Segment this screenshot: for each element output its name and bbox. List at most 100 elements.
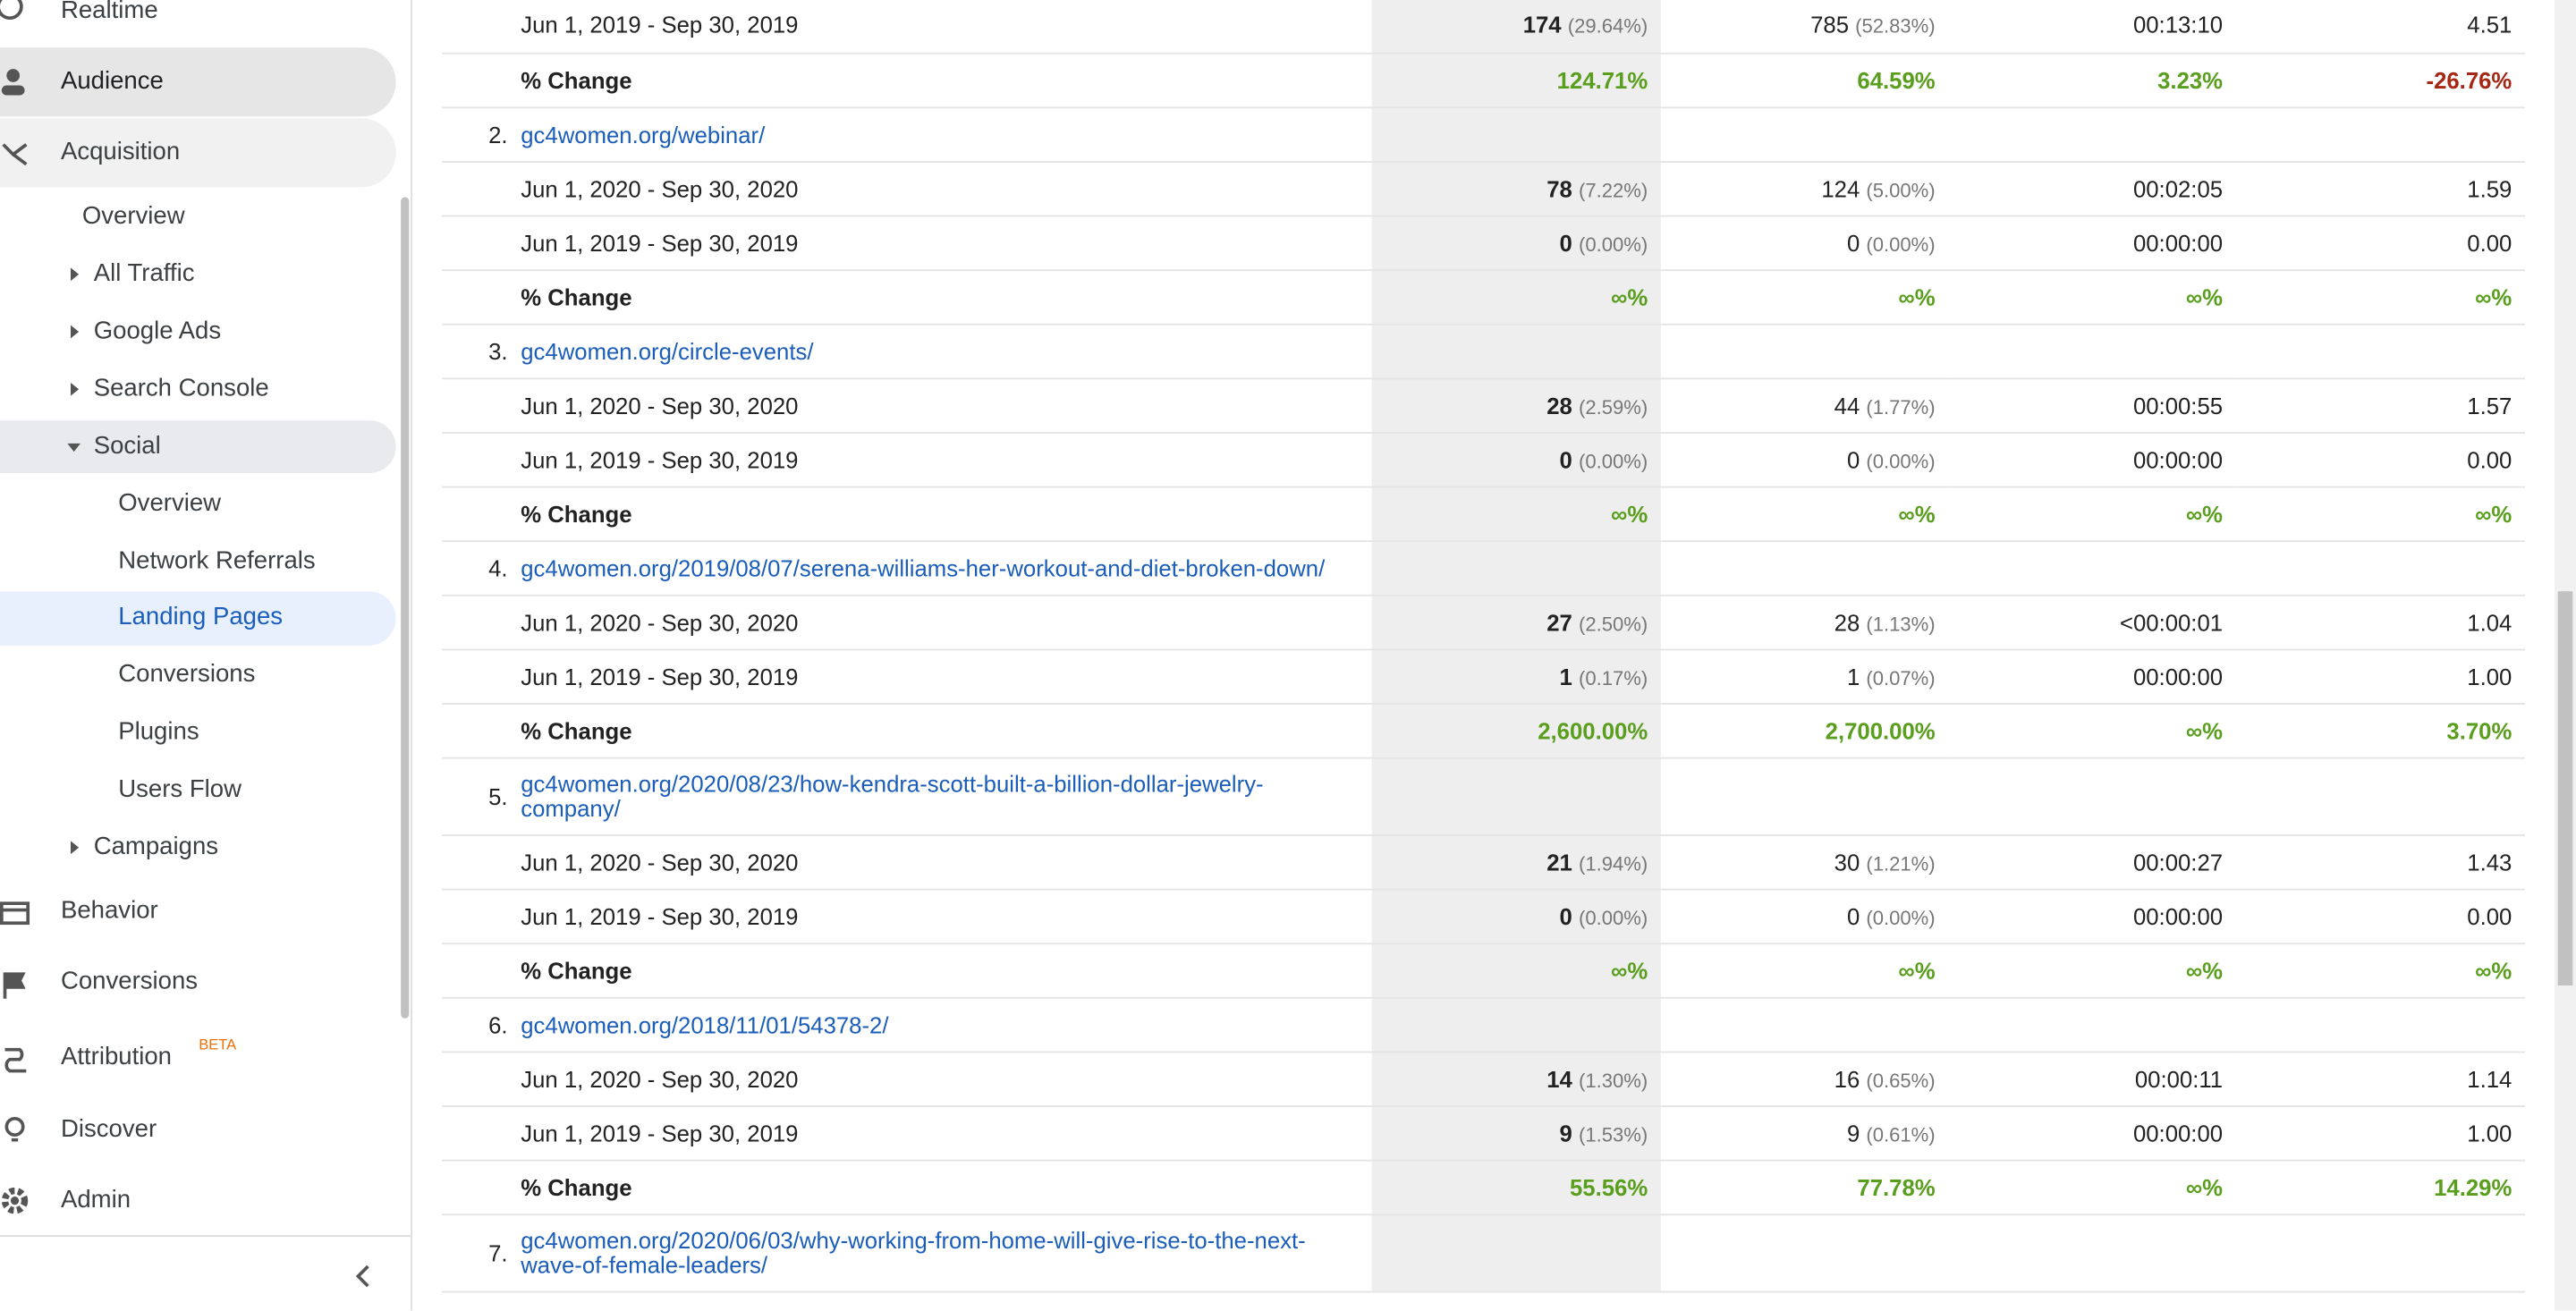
metric-cell: 1.00 <box>2235 648 2526 705</box>
change-value: 64.59% <box>1857 66 1936 93</box>
cell <box>1660 540 1949 596</box>
metric-cell: 0.00 <box>2235 215 2526 271</box>
cell <box>2235 757 2526 835</box>
metric-percent: (0.17%) <box>1579 665 1648 689</box>
metric-value: 1.00 <box>2467 1119 2512 1146</box>
table-row: Jun 1, 2019 - Sep 30, 2019 0 (0.00%) 0 (0.… <box>442 432 2526 487</box>
collapse-button[interactable] <box>352 1263 375 1289</box>
table-row: % Change ∞% ∞% ∞% ∞% <box>442 486 2526 542</box>
expand-arrow <box>70 325 80 339</box>
change-value: ∞% <box>2185 283 2224 310</box>
landing-page-link[interactable]: gc4women.org/webinar/ <box>507 106 1372 162</box>
metric-value: 174 <box>1522 12 1562 38</box>
nav-item[interactable]: Search Console <box>93 374 269 402</box>
icon <box>3 972 26 999</box>
landing-page-link[interactable]: gc4women.org/circle-events/ <box>507 323 1372 379</box>
cell <box>1371 757 1661 835</box>
nav-item[interactable]: All Traffic <box>93 259 195 288</box>
metric-percent: (0.00%) <box>1866 905 1936 929</box>
metric-cell: 44 (1.77%) <box>1660 377 1949 433</box>
nav-item[interactable]: Conversions <box>60 967 199 996</box>
metric-percent: (29.64%) <box>1567 14 1648 38</box>
nav-item[interactable]: Social <box>93 432 161 461</box>
landing-page-link[interactable]: gc4women.org/2018/11/01/54378-2/ <box>507 996 1372 1053</box>
metric-value: 28 <box>1834 608 1860 635</box>
nav-item[interactable]: Overview <box>118 489 222 518</box>
period-label: Jun 1, 2020 - Sep 30, 2020 <box>507 160 1372 216</box>
nav-item[interactable]: Google Ads <box>93 317 222 345</box>
nav-item[interactable]: Plugins <box>118 717 199 746</box>
cell <box>442 1159 508 1215</box>
nav-item[interactable]: Attribution <box>60 1043 173 1071</box>
cell <box>442 215 508 271</box>
metric-cell: 1.00 <box>2235 1105 2526 1161</box>
nav-item[interactable]: Audience <box>60 67 164 96</box>
nav-item[interactable]: Admin <box>60 1186 131 1214</box>
cell <box>1660 323 1949 379</box>
change-value: 14.29% <box>2434 1173 2512 1200</box>
metric-cell: 0 (0.00%) <box>1371 888 1661 944</box>
cell <box>442 269 508 325</box>
scrollbar <box>401 197 410 1019</box>
change-cell: ∞% <box>1371 269 1661 325</box>
table-row: 5. gc4women.org/2020/08/23/how-kendra-sco… <box>442 757 2526 835</box>
nav-item[interactable]: Conversions <box>118 660 256 689</box>
metric-value: <00:00:01 <box>2119 608 2224 635</box>
metric-cell: 0.00 <box>2235 888 2526 944</box>
metric-percent: (5.00%) <box>1866 178 1936 201</box>
nav-item[interactable]: Network Referrals <box>118 546 316 575</box>
landing-page-link[interactable]: gc4women.org/2020/06/03/why-working-from… <box>507 1214 1372 1292</box>
metric-cell: 0 (0.00%) <box>1371 215 1661 271</box>
change-cell: ∞% <box>1948 486 2236 542</box>
change-value: -26.76% <box>2426 66 2512 93</box>
nav-item[interactable]: Users Flow <box>118 774 242 804</box>
cell <box>1948 106 2236 162</box>
metric-percent: (1.77%) <box>1866 394 1936 419</box>
page-scrollbar <box>2555 0 2576 1311</box>
nav-item[interactable]: Landing Pages <box>118 603 284 631</box>
change-label: % Change <box>507 486 1372 542</box>
metric-value: 785 <box>1810 12 1850 38</box>
nav-item[interactable]: Campaigns <box>93 833 219 861</box>
landing-page-link[interactable]: gc4women.org/2020/08/23/how-kendra-scott… <box>507 757 1372 835</box>
metric-cell: 1.57 <box>2235 377 2526 433</box>
cell <box>2235 996 2526 1053</box>
metric-cell: 1 (0.07%) <box>1660 648 1949 705</box>
table-row: % Change 2,600.00% 2,700.00% ∞% 3.70% <box>442 703 2526 758</box>
metric-value: 00:00:00 <box>2132 663 2224 689</box>
table-row: Jun 1, 2020 - Sep 30, 2020 21 (1.94%) 30 (… <box>442 834 2526 890</box>
metric-percent: (0.00%) <box>1579 449 1648 473</box>
change-cell: 64.59% <box>1660 52 1949 108</box>
metric-cell: <00:00:01 <box>1948 594 2236 650</box>
cell <box>442 432 508 487</box>
table-row: 4. gc4women.org/2019/08/07/serena-william… <box>442 540 2526 596</box>
highlight <box>0 47 396 117</box>
metric-cell: 174 (29.64%) <box>1371 0 1661 54</box>
metric-value: 28 <box>1546 392 1572 419</box>
nav-item[interactable]: Acquisition <box>60 138 181 166</box>
table-row: Jun 1, 2020 - Sep 30, 2020 27 (2.50%) 28 (… <box>442 594 2526 650</box>
metric-cell: 9 (1.53%) <box>1371 1105 1661 1161</box>
table-row: 3. gc4women.org/circle-events/ <box>442 323 2526 379</box>
highlight <box>0 420 396 473</box>
nav-item[interactable]: Behavior <box>60 896 158 926</box>
metric-percent: (0.65%) <box>1866 1068 1936 1092</box>
metric-value: 0 <box>1559 229 1572 256</box>
table-row: Jun 1, 2019 - Sep 30, 2019 9 (1.53%) 9 (0.… <box>442 1105 2526 1161</box>
metric-value: 0.00 <box>2467 445 2512 473</box>
change-value: ∞% <box>2185 716 2224 744</box>
table-row: 6. gc4women.org/2018/11/01/54378-2/ <box>442 996 2526 1053</box>
change-value: 124.71% <box>1556 66 1648 93</box>
landing-page-link[interactable]: gc4women.org/2019/08/07/serena-williams-… <box>507 540 1372 596</box>
metric-cell: 00:13:10 <box>1948 0 2236 54</box>
table-row: 2. gc4women.org/webinar/ <box>442 106 2526 162</box>
nav-item[interactable]: Realtime <box>60 0 158 25</box>
table-row: Jun 1, 2019 - Sep 30, 2019 0 (0.00%) 0 (0.… <box>442 888 2526 944</box>
cell <box>2235 323 2526 379</box>
metric-cell: 0.00 <box>2235 432 2526 487</box>
nav-item[interactable]: Discover <box>60 1115 157 1144</box>
metric-value: 1.59 <box>2467 174 2512 201</box>
change-value: ∞% <box>2475 283 2512 310</box>
nav-item[interactable]: Overview <box>81 201 185 231</box>
